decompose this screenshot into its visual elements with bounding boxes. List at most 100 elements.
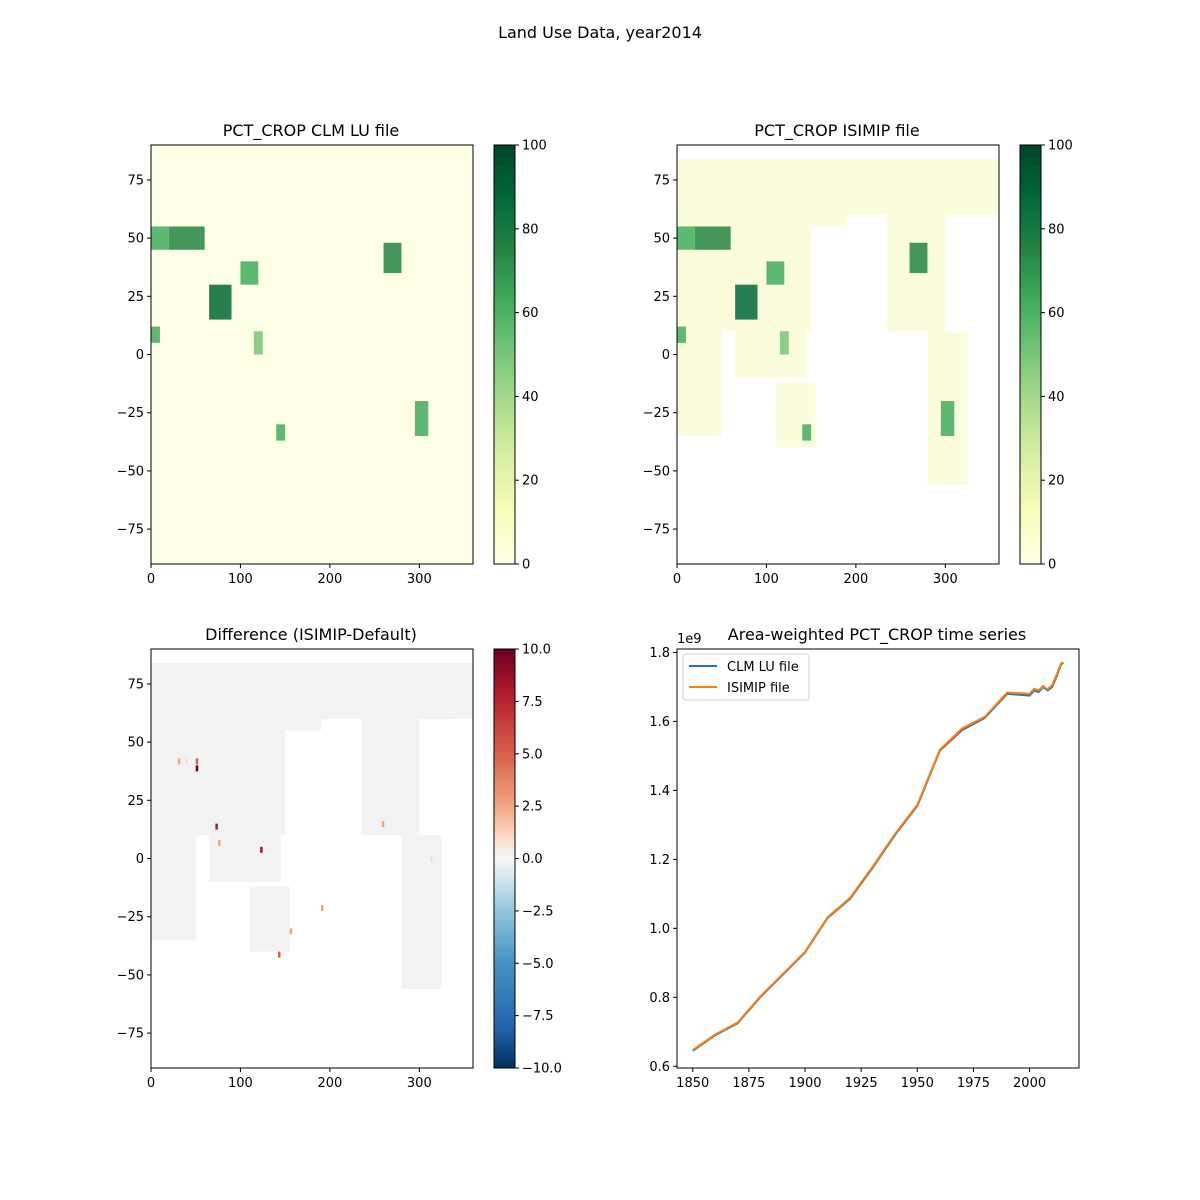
difference-cell	[430, 856, 433, 863]
panel-difference-map: Difference (ISIMIP-Default) 0 100 200 300 7…	[117, 625, 562, 1091]
x-tick-label: 0	[147, 572, 155, 587]
map-background-clm	[151, 145, 473, 564]
series-lines	[692, 661, 1064, 1052]
colorbar-tick-label: 60	[522, 306, 539, 321]
crop-cell	[779, 331, 789, 355]
colorbar-tick-label: 7.5	[522, 695, 543, 710]
difference-cell	[278, 951, 281, 958]
y-tick-label: 1.2	[649, 853, 670, 868]
x-tick-label: 0	[673, 572, 681, 587]
colorbar-tick-label: 10.0	[522, 643, 551, 658]
colorbar-tick-label: 20	[1048, 474, 1065, 489]
land-cell	[361, 718, 420, 836]
difference-cell	[218, 839, 221, 846]
colorbar-tick-label: 60	[1048, 306, 1065, 321]
panel-timeseries: Area-weighted PCT_CROP time series 1e9 1…	[649, 625, 1080, 1091]
crop-cell	[151, 226, 169, 250]
difference-cell	[195, 765, 199, 772]
y-ticks-difference: 75 50 25 0 −25 −50 −75	[117, 677, 151, 1042]
land-cell	[419, 667, 456, 719]
y-tick-label: 25	[127, 290, 144, 305]
legend-label-isimip: ISIMIP file	[727, 681, 790, 696]
crop-cell	[735, 284, 758, 320]
crop-cell	[383, 242, 402, 274]
difference-cell	[289, 928, 293, 935]
colorbar-tick-label: 100	[1048, 139, 1073, 154]
y-tick-label: 0	[136, 348, 144, 363]
colorbar-tick-label: 5.0	[522, 747, 543, 762]
y-tick-label: 25	[127, 794, 144, 809]
x-tick-label: 300	[407, 572, 432, 587]
x-tick-label: 1925	[845, 1076, 878, 1091]
colorbar-tick-label: 0.0	[522, 852, 543, 867]
difference-cell	[381, 821, 385, 828]
crop-cell	[940, 401, 955, 436]
colorbar-difference	[493, 648, 516, 1069]
x-tick-label: 1950	[901, 1076, 934, 1091]
x-tick-label: 200	[843, 572, 868, 587]
y-tick-label: −75	[117, 523, 144, 538]
crop-hotspots-isimip	[677, 226, 955, 441]
crop-cell	[677, 326, 686, 343]
series-line-isimip	[692, 661, 1064, 1051]
y-tick-label: 0.6	[649, 1060, 670, 1075]
panel-title-clm: PCT_CROP CLM LU file	[223, 121, 399, 141]
colorbar-tick-label: −2.5	[522, 904, 554, 919]
y-tick-label: 50	[127, 232, 144, 247]
land-mask-isimip	[677, 158, 999, 485]
colorbar-tick-label: 0	[522, 558, 530, 573]
x-ticks-difference: 0 100 200 300	[147, 1068, 432, 1091]
crop-cell	[414, 401, 429, 436]
y-tick-label: 0	[136, 852, 144, 867]
colorbar-ticks-difference: 10.0 7.5 5.0 2.5 0.0 −2.5 −5.0 −7.5 −10.0	[515, 643, 562, 1077]
colorbar-tick-label: 80	[522, 222, 539, 237]
y-ticks-clm: 75 50 25 0 −25 −50 −75	[117, 173, 151, 538]
land-cell	[151, 772, 196, 940]
x-tick-label: 300	[933, 572, 958, 587]
y-ticks-isimip: 75 50 25 0 −25 −50 −75	[643, 173, 677, 538]
y-tick-label: −50	[117, 464, 144, 479]
crop-cell	[276, 424, 286, 441]
difference-cell	[184, 758, 188, 765]
colorbar-tick-label: −5.0	[522, 957, 554, 972]
difference-cells	[177, 758, 433, 958]
y-tick-label: −25	[117, 910, 144, 925]
land-cell	[811, 186, 847, 227]
y-tick-label: 1.0	[649, 922, 670, 937]
crop-cell	[168, 226, 205, 250]
y-offset-label: 1e9	[677, 632, 702, 647]
colorbar-tick-label: 100	[522, 139, 547, 154]
legend-label-clm: CLM LU file	[727, 660, 799, 675]
panel-title-timeseries: Area-weighted PCT_CROP time series	[728, 625, 1026, 645]
legend: CLM LU file ISIMIP file	[682, 653, 810, 701]
colorbar-ticks-clm: 100 80 60 40 20 0	[515, 139, 547, 573]
y-tick-label: −50	[643, 464, 670, 479]
panel-isimip-map: PCT_CROP ISIMIP file 0 100 200 300 7550250−…	[643, 121, 1073, 587]
x-tick-label: 1850	[676, 1076, 709, 1091]
y-tick-label: 1.8	[649, 646, 670, 661]
crop-cell	[209, 284, 232, 320]
y-tick-label: −25	[117, 406, 144, 421]
x-ticks-timeseries: 1850 1875 1900 1925 1950 1975 2000	[676, 1068, 1046, 1091]
colorbar-tick-label: 2.5	[522, 800, 543, 815]
x-tick-label: 1900	[788, 1076, 821, 1091]
land-cell	[209, 788, 281, 882]
y-tick-label: 1.6	[649, 715, 670, 730]
x-tick-label: 0	[147, 1076, 155, 1091]
y-tick-label: −50	[117, 968, 144, 983]
crop-cell	[694, 226, 731, 250]
crop-cell	[240, 261, 259, 285]
y-ticks-timeseries: 1.8 1.6 1.4 1.2 1.0 0.8 0.6	[649, 646, 677, 1075]
difference-cell	[320, 905, 324, 912]
difference-cell	[195, 758, 199, 765]
colorbar-clm	[493, 144, 516, 565]
difference-cell	[260, 846, 263, 853]
x-tick-label: 300	[407, 1076, 432, 1091]
x-tick-label: 200	[317, 572, 342, 587]
figure-title: Land Use Data, year2014	[498, 23, 702, 42]
y-tick-label: 50	[653, 232, 670, 247]
x-tick-label: 100	[228, 572, 253, 587]
crop-hotspots-clm	[151, 226, 429, 441]
colorbar-tick-label: 80	[1048, 222, 1065, 237]
